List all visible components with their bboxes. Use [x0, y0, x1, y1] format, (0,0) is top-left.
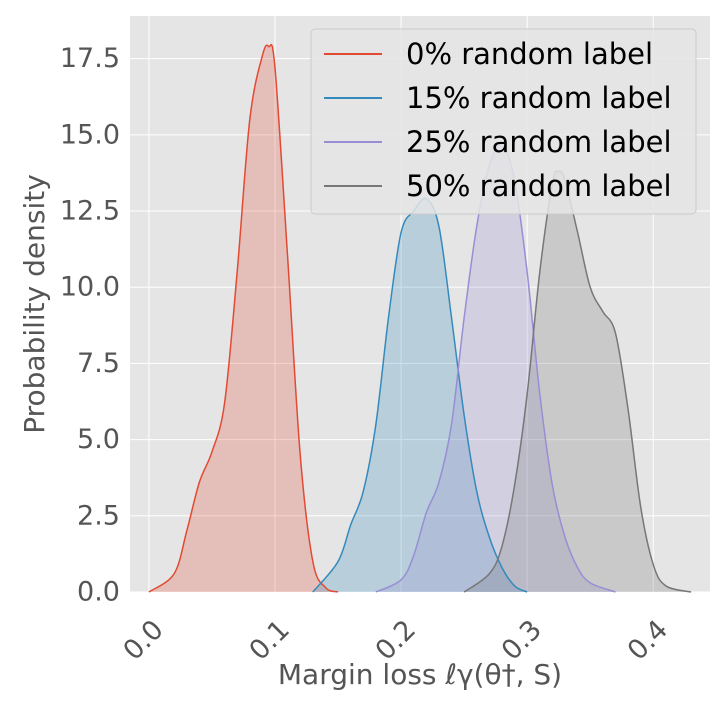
density-area-2: [375, 143, 616, 592]
legend: 0% random label 15% random label 25% rando…: [310, 28, 697, 215]
density-area-1: [312, 198, 528, 593]
y-tick-label: 0.0: [77, 577, 120, 608]
legend-box: [310, 28, 697, 215]
y-axis-title: Probability density: [18, 174, 51, 434]
y-tick-label: 17.5: [60, 43, 120, 74]
x-axis-title: Margin loss ℓγ(θ†, S): [278, 658, 562, 691]
y-tick-label: 12.5: [60, 196, 120, 227]
y-tick-label: 10.0: [60, 272, 120, 303]
x-tick-label: 0.0: [117, 614, 169, 666]
density-area-0: [148, 44, 339, 593]
y-tick-label: 5.0: [77, 424, 120, 455]
density-line-0: [148, 44, 339, 593]
y-tick-label: 2.5: [77, 500, 120, 531]
y-tick-label: 15.0: [60, 119, 120, 150]
x-tick-label: 0.4: [622, 614, 674, 666]
legend-label: 50% random label: [406, 169, 672, 203]
density-areas: [148, 44, 692, 593]
legend-label: 25% random label: [406, 125, 672, 159]
y-tick-labels: 0.0 2.5 5.0 7.5 10.0 12.5 15.0 17.5: [60, 43, 120, 607]
y-tick-label: 7.5: [77, 348, 120, 379]
legend-label: 15% random label: [406, 81, 672, 115]
legend-label: 0% random label: [406, 37, 653, 71]
density-area-3: [464, 171, 692, 592]
